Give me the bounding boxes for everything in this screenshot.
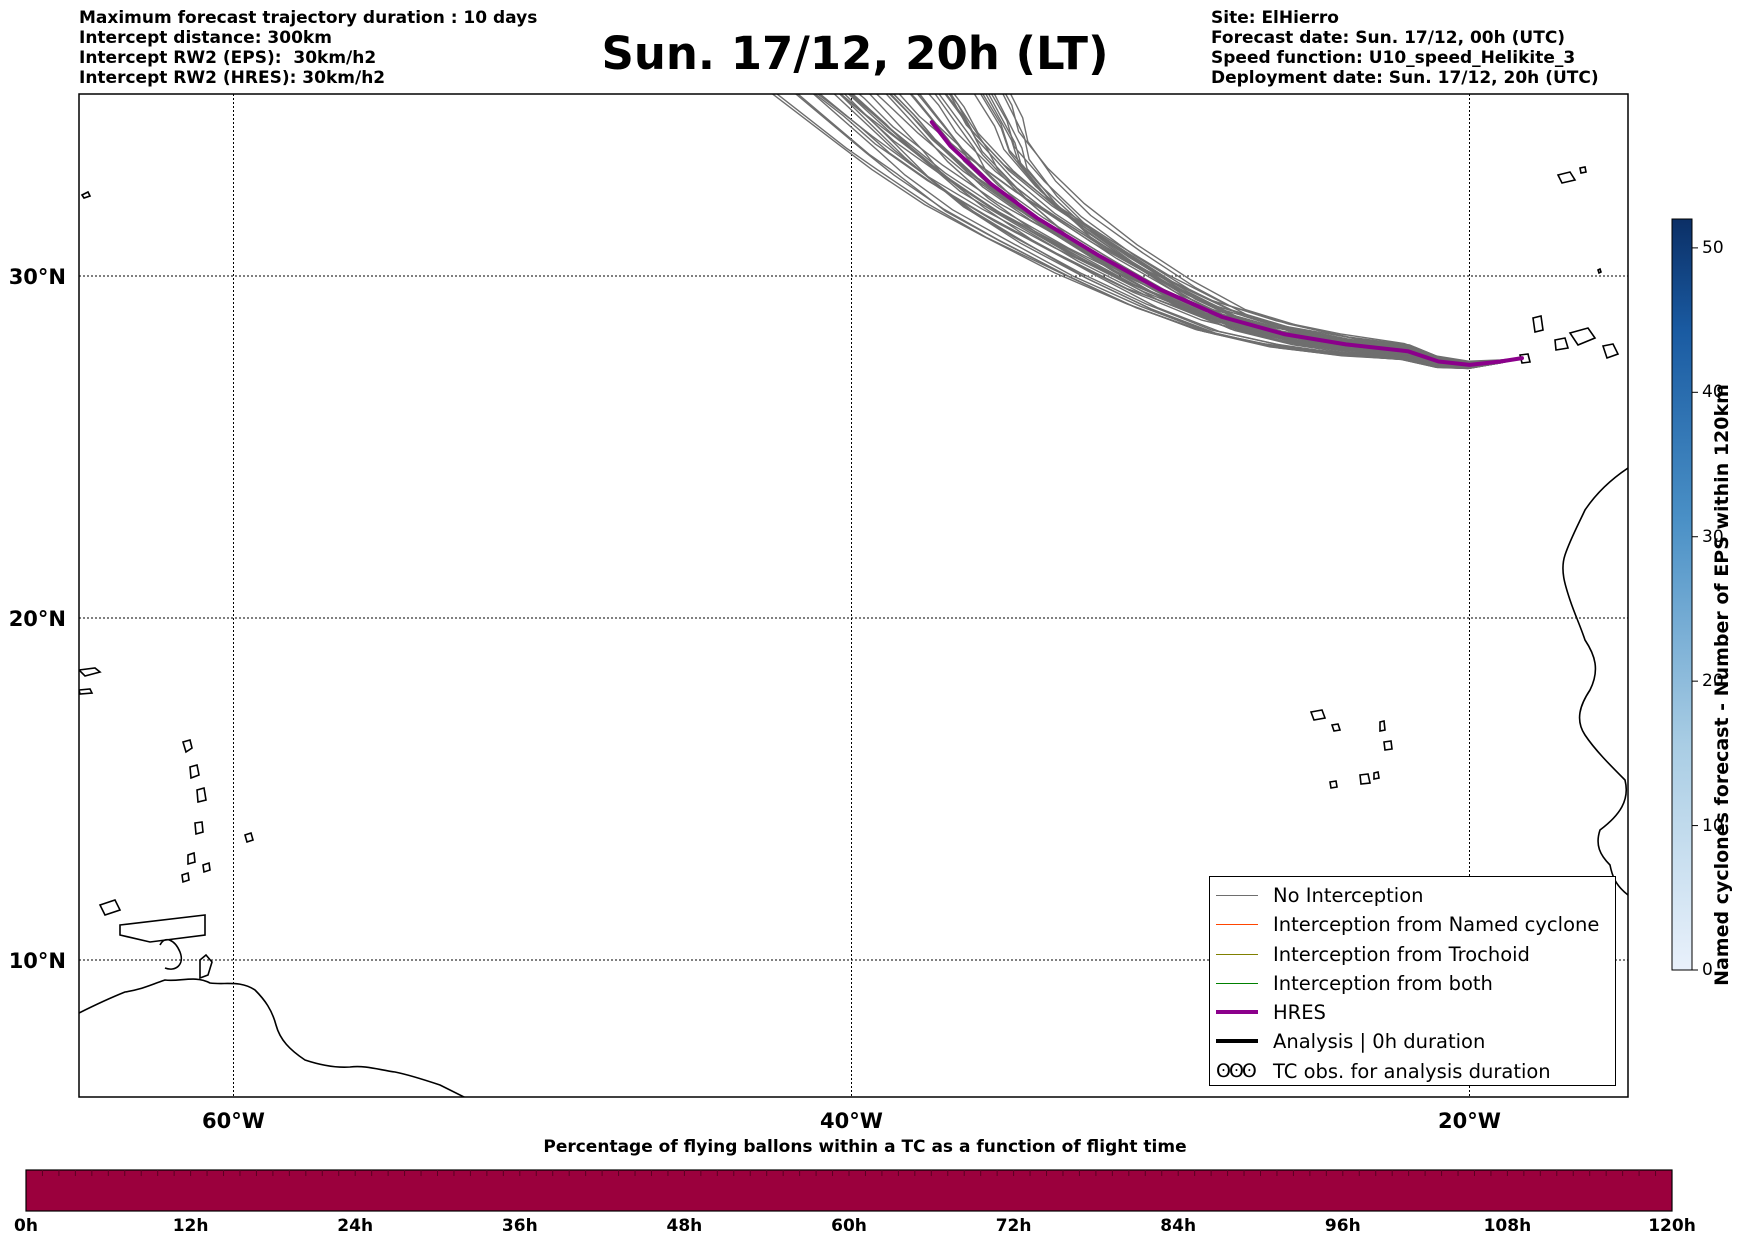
legend-item-trochoid: Interception from Trochoid [1210,940,1615,969]
info-line: Intercept distance: 300km [79,28,332,48]
flight-bar-caption: Percentage of flying ballons within a TC… [543,1137,1187,1157]
eps-trajectory-line [979,94,1523,367]
eps-trajectory-line [948,94,1523,364]
page-title: Sun. 17/12, 20h (LT) [601,27,1109,80]
legend-label: Interception from both [1273,971,1493,995]
legend-label: TC obs. for analysis duration [1273,1059,1551,1083]
coastline-africa [1562,467,1628,896]
flight-time-tick-label: 12h [172,1216,209,1236]
legend-item-both: Interception from both [1210,969,1615,998]
flight-bar-segments [41,1170,1657,1176]
coastline-cape-verde [1309,709,1393,789]
colorbar-tick-label: 50 [1702,237,1724,258]
eps-trajectory-line [796,94,1523,370]
eps-trajectory-line [794,94,1523,370]
cyclone-colorbar [1671,218,1693,971]
legend-item-tc-obs: ʘʘʘ TC obs. for analysis duration [1210,1057,1615,1086]
colorbar-tick-label: 20 [1702,671,1724,692]
coastline-antilles [181,739,254,884]
colorbar-tick-label: 10 [1702,815,1724,836]
flight-time-tick-label: 24h [337,1216,374,1236]
info-line: Site: ElHierro [1211,8,1339,28]
legend-label: Analysis | 0h duration [1273,1030,1486,1054]
legend-swatch [1216,1010,1258,1015]
legend-swatch [1216,953,1258,955]
coastline-canary [1519,315,1620,364]
info-line: Deployment date: Sun. 17/12, 20h (UTC) [1211,68,1599,88]
flight-time-tick-label: 108h [1483,1216,1532,1236]
legend-item-named-cyclone: Interception from Named cyclone [1210,910,1615,939]
coastline-puerto-rico [79,667,102,695]
info-right: Site: ElHierro Forecast date: Sun. 17/12… [1211,8,1599,88]
longitude-tick-label: 20°W [1438,1109,1501,1133]
eps-trajectory-line [847,94,1523,367]
info-left: Maximum forecast trajectory duration : 1… [79,8,537,88]
flight-time-tick-label: 120h [1648,1216,1696,1236]
legend-label: Interception from Trochoid [1273,942,1530,966]
flight-time-bar [25,1169,1673,1212]
longitude-tick-label: 60°W [202,1109,265,1133]
legend-swatch [1216,982,1258,984]
eps-trajectory-line [833,94,1523,369]
coastline-gulf [159,938,183,970]
info-line: Forecast date: Sun. 17/12, 00h (UTC) [1211,28,1566,48]
flight-time-tick-label: 48h [666,1216,703,1236]
coastline-south-america [79,978,466,1097]
latitude-tick-label: 20°N [9,607,66,631]
flight-time-tick-label: 0h [14,1216,38,1236]
coastline-bermuda-like [80,190,92,199]
eps-trajectory-line [816,94,1523,365]
flight-time-tick-label: 96h [1324,1216,1361,1236]
latitude-tick-label: 10°N [9,949,66,973]
graticule [79,94,1628,1097]
flight-time-tick-label: 36h [501,1216,538,1236]
coastline-trinidad [199,953,213,980]
cyclone-symbol-icon: ʘʘʘ [1216,1059,1257,1082]
hres-trajectory [929,120,1524,367]
colorbar-tick-label: 30 [1702,526,1724,547]
colorbar-tick-label: 0 [1702,960,1713,980]
info-line: Speed function: U10_speed_Helikite_3 [1211,48,1576,68]
legend-label: No Interception [1273,884,1424,907]
longitude-labels: 60°W 40°W 20°W [202,1109,1501,1133]
legend-label: Interception from Named cyclone [1273,913,1600,937]
info-line: Maximum forecast trajectory duration : 1… [79,8,538,28]
legend-item-hres: HRES [1210,998,1615,1027]
colorbar-ticks [1692,247,1698,971]
legend-swatch [1216,924,1258,926]
eps-trajectory-line [848,94,1523,365]
colorbar-tick-label: 40 [1702,382,1724,403]
info-line: Intercept RW2 (EPS): 30km/h2 [79,48,377,68]
flight-time-tick-label: 84h [1160,1216,1197,1236]
legend-label: HRES [1273,1001,1326,1025]
latitude-labels: 30°N 20°N 10°N [9,265,66,973]
map-legend: No Interception Interception from Named … [1209,876,1616,1086]
legend-swatch [1216,1039,1258,1044]
legend-swatch [1216,895,1258,896]
eps-trajectory-line [812,94,1523,370]
info-line: Intercept RW2 (HRES): 30km/h2 [79,68,386,88]
longitude-tick-label: 40°W [820,1109,883,1133]
map-frame [78,93,1629,1098]
flight-time-tick-label: 72h [995,1216,1032,1236]
coastline-islands-sw [98,899,206,943]
flight-time-tick-label: 60h [831,1216,867,1236]
legend-item-analysis: Analysis | 0h duration [1210,1027,1615,1056]
legend-item-no-interception: No Interception [1210,881,1615,910]
coastlines [79,166,1628,1097]
latitude-tick-label: 30°N [9,265,66,289]
coastline-madeira [1556,166,1602,275]
